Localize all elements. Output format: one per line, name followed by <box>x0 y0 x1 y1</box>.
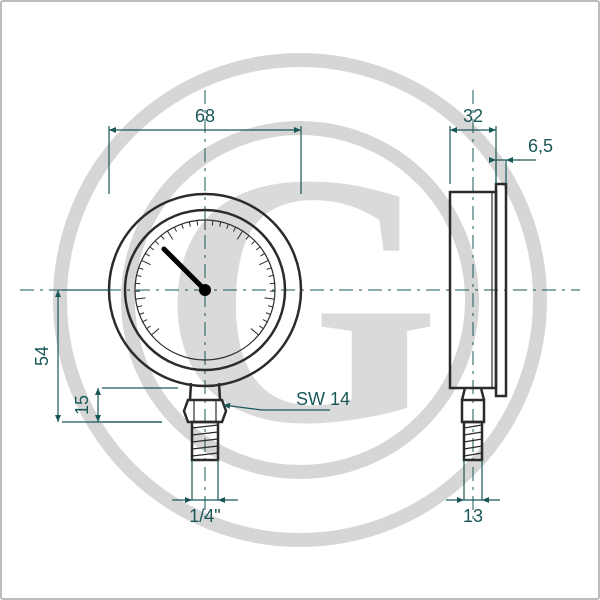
svg-text:SW 14: SW 14 <box>296 389 350 409</box>
svg-text:6,5: 6,5 <box>528 136 553 156</box>
svg-text:13: 13 <box>463 506 483 526</box>
svg-text:32: 32 <box>463 106 483 126</box>
svg-text:68: 68 <box>195 106 215 126</box>
svg-text:15: 15 <box>72 395 92 415</box>
svg-text:1/4": 1/4" <box>189 506 220 526</box>
svg-text:54: 54 <box>32 346 52 366</box>
